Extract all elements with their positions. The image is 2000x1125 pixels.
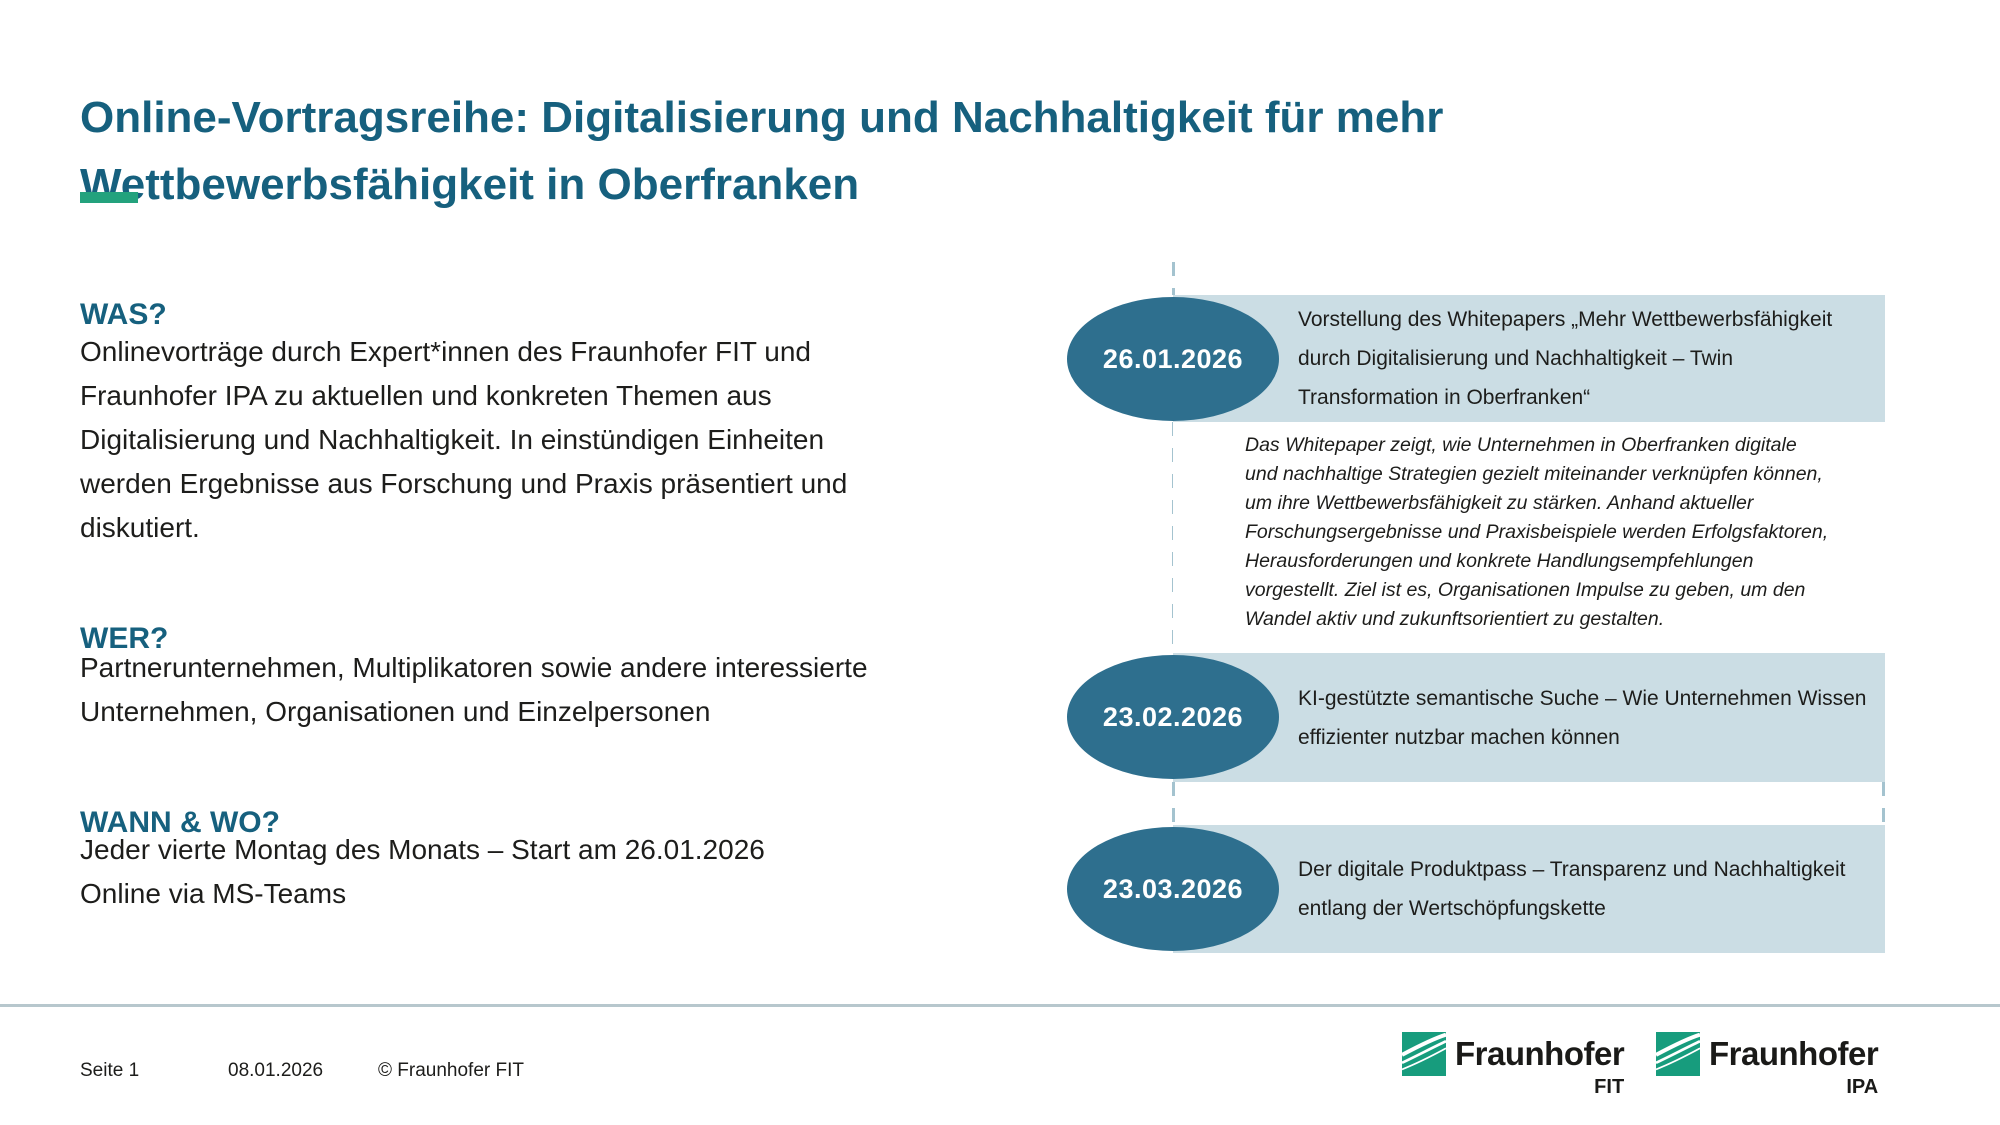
timeline-entry-2-box: KI-gestützte semantische Suche – Wie Unt… [1173, 653, 1885, 782]
footer-page-number: Seite 1 [80, 1060, 140, 1081]
entry-1-desc-line: Forschungsergebnisse und Praxisbeispiele… [1245, 521, 1829, 543]
fraunhofer-wordmark: Fraunhofer [1709, 1035, 1879, 1072]
title-underline-dash [80, 192, 138, 203]
entry-2-title-line: KI-gestützte semantische Suche – Wie Unt… [1298, 686, 1867, 710]
was-line: diskutiert. [80, 512, 200, 543]
institute-label-fit: FIT [1594, 1076, 1625, 1098]
entry-1-desc-line: um ihre Wettbewerbsfähigkeit zu stärken.… [1245, 492, 1754, 514]
wann-line: Jeder vierte Montag des Monats – Start a… [80, 834, 765, 865]
entry-1-title-line: durch Digitalisierung und Nachhaltigkeit… [1298, 347, 1734, 370]
timeline-connector-dash [1172, 262, 1175, 295]
timeline-entry-2-title: KI-gestützte semantische Suche – Wie Unt… [1173, 679, 1884, 757]
fraunhofer-logo-icon [1656, 1032, 1700, 1076]
entry-1-desc-line: Das Whitepaper zeigt, wie Unternehmen in… [1245, 434, 1797, 456]
timeline-entry-3-title: Der digitale Produktpass – Transparenz u… [1173, 850, 1863, 928]
entry-1-desc-line: und nachhaltige Strategien gezielt mitei… [1245, 463, 1823, 485]
was-line: Fraunhofer IPA zu aktuellen und konkrete… [80, 380, 772, 411]
entry-1-desc-line: Herausforderungen und konkrete Handlungs… [1245, 550, 1754, 572]
timeline-connector-dash [1172, 782, 1175, 825]
wann-line: Online via MS-Teams [80, 878, 347, 909]
was-line: Onlinevorträge durch Expert*innen des Fr… [80, 336, 812, 367]
footer-copyright: © Fraunhofer FIT [378, 1060, 524, 1081]
section-body-was: Onlinevorträge durch Expert*innen des Fr… [80, 330, 847, 550]
fraunhofer-wordmark: Fraunhofer [1455, 1035, 1625, 1072]
fraunhofer-logo-icon [1402, 1032, 1446, 1076]
entry-3-title-line: Der digitale Produktpass – Transparenz u… [1298, 858, 1846, 881]
section-heading-wann-wo: WANN & WO? [80, 805, 280, 839]
entry-1-title-line: Vorstellung des Whitepapers „Mehr Wettbe… [1298, 308, 1833, 331]
entry-1-desc-line: Wandel aktiv und zukunftsorientiert zu g… [1245, 608, 1665, 630]
was-line: Digitalisierung und Nachhaltigkeit. In e… [80, 424, 825, 455]
timeline-entry-3-date-badge: 23.03.2026 [1067, 827, 1279, 951]
page-title: Online-Vortragsreihe: Digitalisierung un… [80, 84, 1780, 218]
was-line: werden Ergebnisse aus Forschung und Prax… [80, 468, 848, 499]
fraunhofer-fit-logo-text: Fraunhofer FIT [1455, 1032, 1625, 1098]
timeline-entry-1-title: Vorstellung des Whitepapers „Mehr Wettbe… [1173, 300, 1850, 417]
entry-2-title-line: effizienter nutzbar machen können [1298, 725, 1620, 749]
timeline-entry-3-box: Der digitale Produktpass – Transparenz u… [1173, 825, 1885, 953]
fraunhofer-ipa-logo-text: Fraunhofer IPA [1709, 1032, 1879, 1098]
timeline-entry-2-date-badge: 23.02.2026 [1067, 655, 1279, 779]
entry-3-title-line: entlang der Wertschöpfungskette [1298, 897, 1606, 920]
page-title-line-2: Wettbewerbsfähigkeit in Oberfranken [80, 160, 860, 210]
timeline-connector-dash [1882, 782, 1885, 825]
fraunhofer-fit-logo: Fraunhofer FIT [1402, 1032, 1625, 1098]
timeline-entry-1-date-badge: 26.01.2026 [1067, 297, 1279, 421]
footer-date: 08.01.2026 [228, 1060, 324, 1081]
timeline-entry-1-description: Das Whitepaper zeigt, wie Unternehmen in… [1173, 422, 1885, 653]
section-body-wann-wo: Jeder vierte Montag des Monats – Start a… [80, 828, 765, 916]
entry-1-desc-line: vorgestellt. Ziel ist es, Organisationen… [1245, 579, 1806, 601]
wer-line: Unternehmen, Organisationen und Einzelpe… [80, 696, 711, 727]
page-title-line-1: Online-Vortragsreihe: Digitalisierung un… [80, 93, 1444, 143]
fraunhofer-ipa-logo: Fraunhofer IPA [1656, 1032, 1879, 1098]
timeline-entry-1-box: Vorstellung des Whitepapers „Mehr Wettbe… [1173, 295, 1885, 422]
wer-line: Partnerunternehmen, Multiplikatoren sowi… [80, 652, 868, 683]
institute-label-ipa: IPA [1846, 1076, 1879, 1098]
section-body-wer: Partnerunternehmen, Multiplikatoren sowi… [80, 646, 868, 734]
section-heading-was: WAS? [80, 297, 167, 331]
section-heading-wer: WER? [80, 621, 169, 655]
footer-divider [0, 1004, 2000, 1007]
entry-1-title-line: Transformation in Oberfranken“ [1298, 386, 1591, 409]
